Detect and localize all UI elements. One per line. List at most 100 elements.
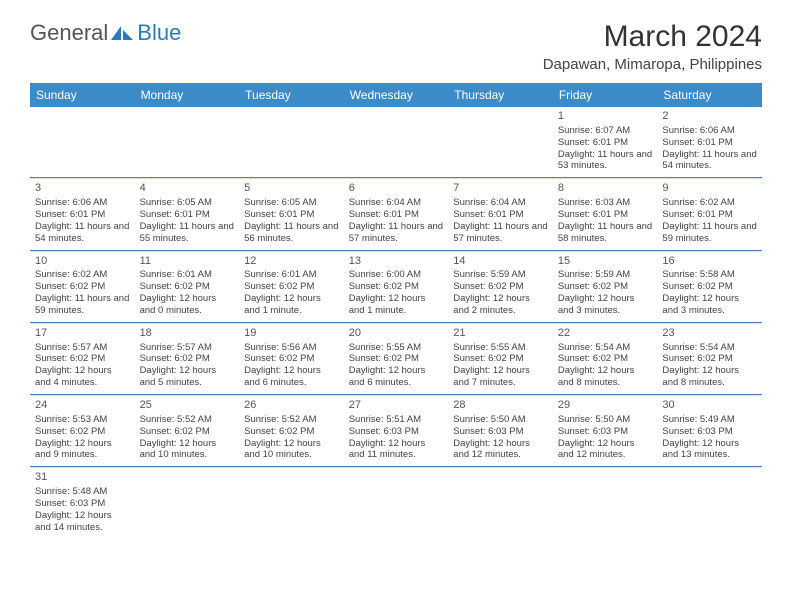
sunset-text: Sunset: 6:02 PM bbox=[662, 281, 757, 293]
day-number: 23 bbox=[662, 327, 757, 341]
calendar-cell: 23Sunrise: 5:54 AMSunset: 6:02 PMDayligh… bbox=[657, 323, 762, 394]
daylight-text: Daylight: 12 hours and 5 minutes. bbox=[140, 365, 235, 389]
day-number: 28 bbox=[453, 399, 548, 413]
day-number: 7 bbox=[453, 182, 548, 196]
sunrise-text: Sunrise: 6:05 AM bbox=[140, 197, 235, 209]
daylight-text: Daylight: 12 hours and 11 minutes. bbox=[349, 438, 444, 462]
day-header-row: Sunday Monday Tuesday Wednesday Thursday… bbox=[30, 83, 762, 107]
calendar-cell: 13Sunrise: 6:00 AMSunset: 6:02 PMDayligh… bbox=[344, 251, 449, 322]
daylight-text: Daylight: 12 hours and 6 minutes. bbox=[349, 365, 444, 389]
calendar-cell: 15Sunrise: 5:59 AMSunset: 6:02 PMDayligh… bbox=[553, 251, 658, 322]
sunrise-text: Sunrise: 6:01 AM bbox=[244, 269, 339, 281]
sunrise-text: Sunrise: 5:57 AM bbox=[140, 342, 235, 354]
sunrise-text: Sunrise: 5:54 AM bbox=[558, 342, 653, 354]
day-number: 27 bbox=[349, 399, 444, 413]
daylight-text: Daylight: 12 hours and 10 minutes. bbox=[140, 438, 235, 462]
sunset-text: Sunset: 6:03 PM bbox=[662, 426, 757, 438]
calendar-cell bbox=[657, 467, 762, 538]
day-number: 25 bbox=[140, 399, 235, 413]
sunrise-text: Sunrise: 6:03 AM bbox=[558, 197, 653, 209]
logo-text-blue: Blue bbox=[137, 20, 181, 46]
sunrise-text: Sunrise: 5:50 AM bbox=[558, 414, 653, 426]
daylight-text: Daylight: 11 hours and 57 minutes. bbox=[349, 221, 444, 245]
calendar-cell bbox=[135, 467, 240, 538]
daylight-text: Daylight: 11 hours and 54 minutes. bbox=[662, 149, 757, 173]
daylight-text: Daylight: 12 hours and 10 minutes. bbox=[244, 438, 339, 462]
sunset-text: Sunset: 6:01 PM bbox=[140, 209, 235, 221]
calendar-cell: 26Sunrise: 5:52 AMSunset: 6:02 PMDayligh… bbox=[239, 395, 344, 466]
day-number: 9 bbox=[662, 182, 757, 196]
calendar-week: 1Sunrise: 6:07 AMSunset: 6:01 PMDaylight… bbox=[30, 107, 762, 178]
daylight-text: Daylight: 12 hours and 7 minutes. bbox=[453, 365, 548, 389]
calendar-cell: 16Sunrise: 5:58 AMSunset: 6:02 PMDayligh… bbox=[657, 251, 762, 322]
daylight-text: Daylight: 12 hours and 6 minutes. bbox=[244, 365, 339, 389]
daylight-text: Daylight: 12 hours and 12 minutes. bbox=[558, 438, 653, 462]
title-block: March 2024 Dapawan, Mimaropa, Philippine… bbox=[543, 20, 762, 73]
daylight-text: Daylight: 11 hours and 58 minutes. bbox=[558, 221, 653, 245]
day-number: 26 bbox=[244, 399, 339, 413]
sunset-text: Sunset: 6:02 PM bbox=[558, 353, 653, 365]
calendar-cell: 17Sunrise: 5:57 AMSunset: 6:02 PMDayligh… bbox=[30, 323, 135, 394]
day-number: 29 bbox=[558, 399, 653, 413]
calendar-cell: 25Sunrise: 5:52 AMSunset: 6:02 PMDayligh… bbox=[135, 395, 240, 466]
calendar-cell bbox=[239, 107, 344, 177]
daylight-text: Daylight: 11 hours and 57 minutes. bbox=[453, 221, 548, 245]
sunset-text: Sunset: 6:01 PM bbox=[35, 209, 130, 221]
calendar-cell: 31Sunrise: 5:48 AMSunset: 6:03 PMDayligh… bbox=[30, 467, 135, 538]
day-number: 8 bbox=[558, 182, 653, 196]
day-number: 6 bbox=[349, 182, 444, 196]
day-number: 17 bbox=[35, 327, 130, 341]
sunrise-text: Sunrise: 6:06 AM bbox=[35, 197, 130, 209]
sunset-text: Sunset: 6:02 PM bbox=[140, 353, 235, 365]
day-header-monday: Monday bbox=[135, 83, 240, 107]
calendar-cell: 4Sunrise: 6:05 AMSunset: 6:01 PMDaylight… bbox=[135, 178, 240, 249]
sunrise-text: Sunrise: 6:01 AM bbox=[140, 269, 235, 281]
daylight-text: Daylight: 12 hours and 0 minutes. bbox=[140, 293, 235, 317]
calendar-cell: 6Sunrise: 6:04 AMSunset: 6:01 PMDaylight… bbox=[344, 178, 449, 249]
sunset-text: Sunset: 6:03 PM bbox=[453, 426, 548, 438]
sunrise-text: Sunrise: 5:48 AM bbox=[35, 486, 130, 498]
sunrise-text: Sunrise: 6:00 AM bbox=[349, 269, 444, 281]
day-number: 2 bbox=[662, 110, 757, 124]
sunrise-text: Sunrise: 5:55 AM bbox=[349, 342, 444, 354]
location: Dapawan, Mimaropa, Philippines bbox=[543, 56, 762, 73]
calendar-cell: 18Sunrise: 5:57 AMSunset: 6:02 PMDayligh… bbox=[135, 323, 240, 394]
day-header-tuesday: Tuesday bbox=[239, 83, 344, 107]
header: General Blue March 2024 Dapawan, Mimarop… bbox=[30, 20, 762, 73]
sunrise-text: Sunrise: 6:02 AM bbox=[662, 197, 757, 209]
sunset-text: Sunset: 6:02 PM bbox=[244, 353, 339, 365]
sunrise-text: Sunrise: 5:54 AM bbox=[662, 342, 757, 354]
sunrise-text: Sunrise: 5:49 AM bbox=[662, 414, 757, 426]
sunset-text: Sunset: 6:03 PM bbox=[349, 426, 444, 438]
calendar: Sunday Monday Tuesday Wednesday Thursday… bbox=[30, 83, 762, 539]
day-number: 10 bbox=[35, 255, 130, 269]
calendar-cell: 20Sunrise: 5:55 AMSunset: 6:02 PMDayligh… bbox=[344, 323, 449, 394]
calendar-cell: 14Sunrise: 5:59 AMSunset: 6:02 PMDayligh… bbox=[448, 251, 553, 322]
day-number: 20 bbox=[349, 327, 444, 341]
day-number: 4 bbox=[140, 182, 235, 196]
calendar-week: 3Sunrise: 6:06 AMSunset: 6:01 PMDaylight… bbox=[30, 178, 762, 250]
sunrise-text: Sunrise: 5:52 AM bbox=[244, 414, 339, 426]
sunset-text: Sunset: 6:03 PM bbox=[558, 426, 653, 438]
calendar-cell: 9Sunrise: 6:02 AMSunset: 6:01 PMDaylight… bbox=[657, 178, 762, 249]
day-number: 12 bbox=[244, 255, 339, 269]
calendar-cell: 2Sunrise: 6:06 AMSunset: 6:01 PMDaylight… bbox=[657, 107, 762, 177]
day-number: 5 bbox=[244, 182, 339, 196]
sunrise-text: Sunrise: 6:02 AM bbox=[35, 269, 130, 281]
sunset-text: Sunset: 6:01 PM bbox=[349, 209, 444, 221]
calendar-week: 17Sunrise: 5:57 AMSunset: 6:02 PMDayligh… bbox=[30, 323, 762, 395]
daylight-text: Daylight: 11 hours and 59 minutes. bbox=[662, 221, 757, 245]
sunset-text: Sunset: 6:01 PM bbox=[244, 209, 339, 221]
sunrise-text: Sunrise: 6:04 AM bbox=[349, 197, 444, 209]
daylight-text: Daylight: 12 hours and 1 minute. bbox=[244, 293, 339, 317]
sunrise-text: Sunrise: 5:59 AM bbox=[453, 269, 548, 281]
logo-text-general: General bbox=[30, 20, 108, 46]
day-number: 30 bbox=[662, 399, 757, 413]
calendar-cell: 11Sunrise: 6:01 AMSunset: 6:02 PMDayligh… bbox=[135, 251, 240, 322]
day-header-wednesday: Wednesday bbox=[344, 83, 449, 107]
day-header-thursday: Thursday bbox=[448, 83, 553, 107]
daylight-text: Daylight: 12 hours and 3 minutes. bbox=[558, 293, 653, 317]
sunset-text: Sunset: 6:02 PM bbox=[558, 281, 653, 293]
daylight-text: Daylight: 11 hours and 59 minutes. bbox=[35, 293, 130, 317]
daylight-text: Daylight: 12 hours and 14 minutes. bbox=[35, 510, 130, 534]
